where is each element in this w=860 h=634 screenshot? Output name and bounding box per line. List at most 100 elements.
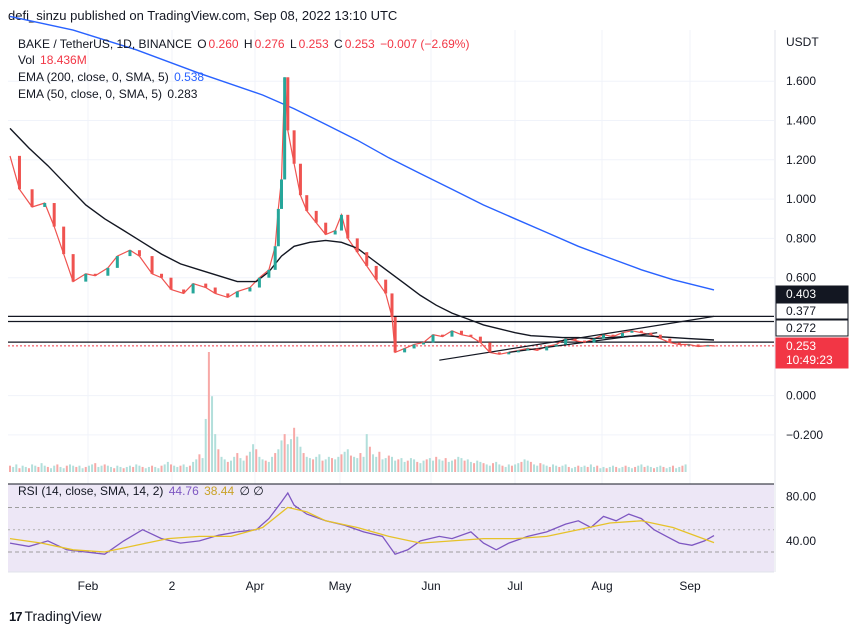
candle (677, 342, 681, 345)
volume-bar (580, 466, 583, 472)
volume-bar (387, 455, 390, 472)
volume-bar (397, 459, 400, 472)
price-axis[interactable]: USDT 1.600 1.400 1.200 1.000 0.800 0.600 0.000 −… (775, 35, 849, 548)
volume-bar (113, 468, 116, 472)
volume-bar (308, 458, 311, 472)
candle (431, 334, 435, 343)
candle (611, 334, 615, 337)
tradingview-logo-icon: 17 (9, 608, 23, 624)
volume-bar (110, 466, 113, 472)
price-label-text: 0.272 (786, 321, 816, 335)
volume-bar (501, 465, 504, 472)
volume-bar (217, 449, 220, 472)
time-tick-label: Apr (246, 579, 265, 593)
volume-bar (151, 465, 154, 472)
volume-bar (81, 468, 84, 472)
volume-bar (589, 464, 592, 472)
volume-bar (40, 463, 43, 472)
volume-bar (561, 465, 564, 472)
volume-bar (138, 465, 141, 472)
volume-bar (331, 458, 334, 472)
volume-bar (545, 465, 548, 472)
volume-bar (365, 434, 368, 472)
volume-bar (479, 461, 482, 472)
volume-bar (204, 418, 207, 472)
candle (412, 344, 416, 349)
candle (441, 334, 445, 337)
footer-brand[interactable]: 17 TradingView (9, 608, 102, 624)
volume-bar (56, 464, 59, 472)
symbol-label: BAKE / TetherUS, 1D, BINANCE (18, 37, 192, 51)
volume-bar (593, 466, 596, 472)
volume-bar (261, 459, 264, 472)
volume-bar (324, 459, 327, 472)
volume-bar (327, 456, 330, 472)
volume-bar (94, 463, 97, 472)
volume-bar (334, 459, 337, 472)
candle (658, 334, 662, 339)
grid-lines (8, 30, 774, 572)
candle (346, 214, 350, 239)
volume-bar (188, 465, 191, 472)
change-value: −0.007 (−2.69%) (380, 37, 470, 51)
candle (564, 338, 568, 345)
volume-bar (627, 466, 630, 472)
volume-bar (286, 444, 289, 472)
volume-bar (384, 458, 387, 472)
candle (526, 348, 530, 351)
volume-bar (43, 465, 46, 472)
volume-bar (649, 466, 652, 472)
candle (630, 330, 634, 333)
volume-bar (223, 459, 226, 472)
candle (213, 287, 217, 294)
volume-bar (466, 459, 469, 472)
volume-legend: Vol 18.436M (18, 53, 87, 67)
time-axis[interactable]: Feb 2 Apr May Jun Jul Aug Sep (78, 579, 701, 593)
candle (137, 250, 141, 257)
volume-bar (9, 465, 11, 472)
price-tick-label: 0.800 (786, 231, 816, 245)
rsi-band-fill (8, 484, 774, 572)
volume-bar (283, 434, 286, 472)
volume-bar (637, 465, 640, 472)
volume-bar (340, 454, 343, 472)
volume-bar (416, 461, 419, 472)
volume-bar (444, 458, 447, 472)
price-label-box (775, 285, 849, 303)
candle (592, 338, 596, 343)
volume-bar (87, 465, 90, 472)
volume-bar (59, 466, 62, 472)
candle (283, 77, 287, 180)
candle (355, 238, 359, 253)
candle (267, 269, 271, 278)
volume-bar (125, 466, 128, 472)
volume-bar (533, 464, 536, 472)
price-label-text: 0.253 (786, 339, 816, 353)
candle (17, 155, 21, 190)
publisher-header: defi_sinzu published on TradingView.com,… (8, 8, 398, 23)
volume-bar (293, 427, 296, 472)
volume-bar (346, 449, 349, 472)
candle (52, 203, 56, 227)
volume-bar (460, 458, 463, 472)
candle (160, 273, 164, 278)
volume-bar (368, 446, 371, 472)
volume-bar (185, 466, 188, 472)
volume-bar (555, 465, 558, 472)
volume-bar (315, 456, 318, 472)
volume-bar (529, 461, 532, 472)
volume-bar (103, 464, 106, 472)
volume-bar (498, 464, 501, 472)
volume-bar (97, 466, 100, 472)
candle (390, 293, 394, 317)
candle (115, 256, 119, 268)
volume-bar (488, 465, 491, 472)
volume-bar (356, 458, 359, 472)
volume-bar (226, 461, 229, 472)
volume-bar (520, 461, 523, 472)
volume-bar (473, 463, 476, 472)
candle (507, 352, 511, 355)
volume-bar (432, 460, 435, 472)
volume-bar (605, 468, 608, 472)
